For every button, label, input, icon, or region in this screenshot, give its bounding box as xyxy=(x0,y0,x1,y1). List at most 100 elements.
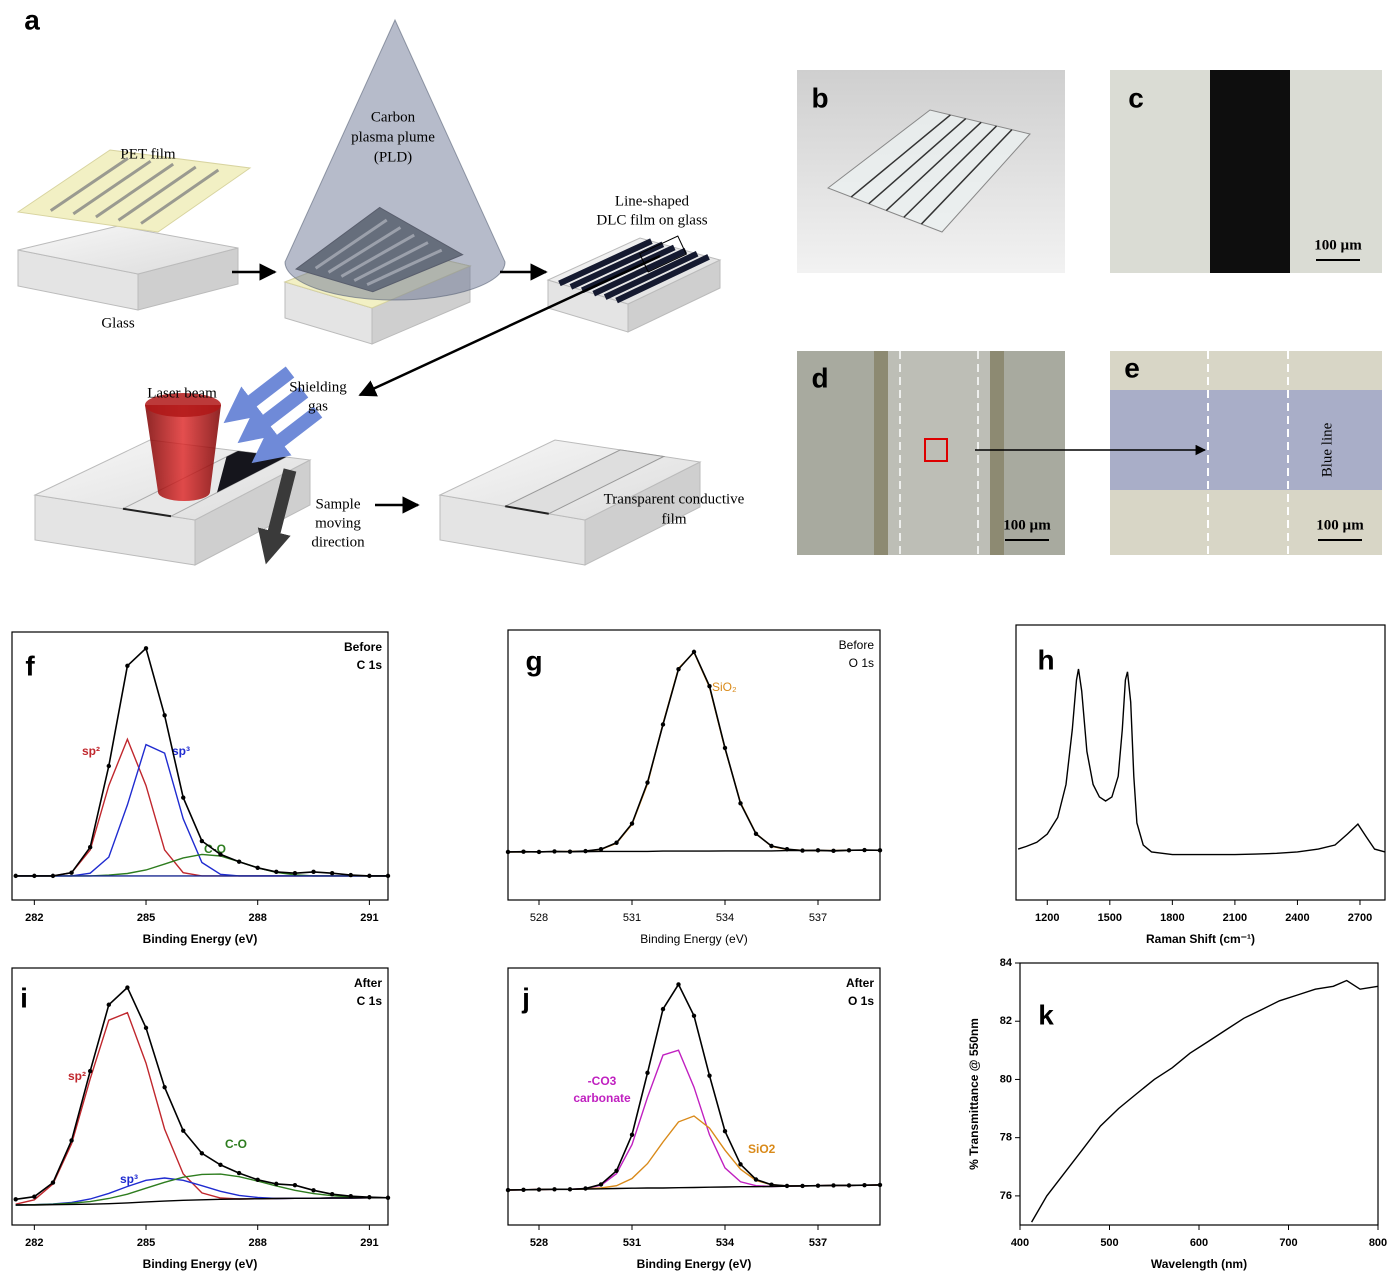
panel-label: h xyxy=(1037,644,1054,675)
data-point xyxy=(521,849,525,853)
x-tick-label: 285 xyxy=(137,912,155,924)
data-point xyxy=(878,1183,882,1187)
data-point xyxy=(125,664,129,668)
x-axis-label: Wavelength (nm) xyxy=(1151,1257,1247,1271)
plot-frame xyxy=(1020,963,1378,1225)
data-point xyxy=(707,684,711,688)
label: 100 µm xyxy=(1003,517,1051,533)
data-point xyxy=(862,848,866,852)
data-point xyxy=(14,874,18,878)
data-point xyxy=(800,848,804,852)
data-point xyxy=(506,1188,510,1192)
data-point xyxy=(32,1195,36,1199)
data-point xyxy=(200,839,204,843)
data-point xyxy=(51,874,55,878)
series-line xyxy=(508,652,880,852)
x-tick-label: 531 xyxy=(623,1237,641,1249)
data-point xyxy=(552,849,556,853)
label: Transparent conductive xyxy=(604,491,745,507)
x-tick-label: 291 xyxy=(360,1237,378,1249)
data-point xyxy=(537,850,541,854)
data-point xyxy=(583,849,587,853)
panel-label: i xyxy=(20,982,28,1013)
series-line xyxy=(16,988,388,1200)
x-tick-label: 282 xyxy=(25,912,43,924)
data-point xyxy=(847,848,851,852)
label: Line-shaped xyxy=(615,193,690,209)
data-point xyxy=(614,1169,618,1173)
series-label: SiO₂ xyxy=(712,680,737,694)
x-tick-label: 285 xyxy=(137,1237,155,1249)
x-tick-label: 528 xyxy=(530,912,548,924)
data-point xyxy=(692,650,696,654)
data-point xyxy=(862,1183,866,1187)
data-point xyxy=(645,780,649,784)
data-point xyxy=(723,1129,727,1133)
data-point xyxy=(181,1128,185,1132)
data-point xyxy=(200,1151,204,1155)
data-point xyxy=(14,1197,18,1201)
annotation: C 1s xyxy=(357,994,383,1008)
data-point xyxy=(769,844,773,848)
data-point xyxy=(692,1014,696,1018)
data-point xyxy=(274,870,278,874)
label: e xyxy=(1124,352,1140,383)
data-point xyxy=(330,871,334,875)
data-point xyxy=(386,874,390,878)
label: gas xyxy=(308,398,328,414)
data-point xyxy=(800,1184,804,1188)
x-tick-label: 600 xyxy=(1190,1237,1208,1249)
data-point xyxy=(537,1187,541,1191)
y-tick-label: 84 xyxy=(1000,957,1013,969)
data-point xyxy=(256,1178,260,1182)
x-axis-label: Binding Energy (eV) xyxy=(637,1257,752,1271)
label: c xyxy=(1128,82,1144,113)
series-line xyxy=(16,1178,388,1205)
data-point xyxy=(107,764,111,768)
x-axis-label: Binding Energy (eV) xyxy=(640,932,747,946)
x-axis-label: Binding Energy (eV) xyxy=(143,1257,258,1271)
data-point xyxy=(367,1195,371,1199)
data-point xyxy=(274,1182,278,1186)
data-point xyxy=(816,848,820,852)
label: Carbon xyxy=(371,109,416,125)
plot-frame xyxy=(508,968,880,1225)
series-label: SiO2 xyxy=(748,1142,776,1156)
data-point xyxy=(521,1188,525,1192)
label: b xyxy=(811,82,828,113)
label: Blue line xyxy=(1319,422,1335,477)
data-point xyxy=(630,821,634,825)
data-point xyxy=(661,722,665,726)
x-tick-label: 700 xyxy=(1279,1237,1297,1249)
data-point xyxy=(293,1183,297,1187)
data-point xyxy=(738,801,742,805)
label: (PLD) xyxy=(374,149,412,165)
data-point xyxy=(599,847,603,851)
panel-label: g xyxy=(525,645,542,676)
data-point xyxy=(181,795,185,799)
panel-label: k xyxy=(1038,999,1054,1030)
x-tick-label: 800 xyxy=(1369,1237,1387,1249)
data-point xyxy=(125,985,129,989)
data-point xyxy=(32,874,36,878)
panel-label: j xyxy=(521,982,530,1013)
y-axis-label: % Transmittance @ 550nm xyxy=(967,1018,981,1170)
series-label: sp³ xyxy=(172,744,190,758)
series-label: carbonate xyxy=(573,1091,631,1105)
series-label: -CO3 xyxy=(588,1074,617,1088)
data-point xyxy=(878,848,882,852)
data-point xyxy=(311,870,315,874)
label: 100 µm xyxy=(1314,237,1362,253)
data-point xyxy=(162,713,166,717)
series-line xyxy=(508,1050,880,1190)
data-point xyxy=(69,1138,73,1142)
x-tick-label: 2700 xyxy=(1348,912,1372,924)
data-point xyxy=(144,1026,148,1030)
label: moving xyxy=(315,515,361,531)
annotation: After xyxy=(846,976,874,990)
data-point xyxy=(386,1196,390,1200)
series-line xyxy=(16,1013,388,1204)
x-tick-label: 282 xyxy=(25,1237,43,1249)
blue-line xyxy=(1110,390,1382,490)
x-tick-label: 531 xyxy=(623,912,641,924)
